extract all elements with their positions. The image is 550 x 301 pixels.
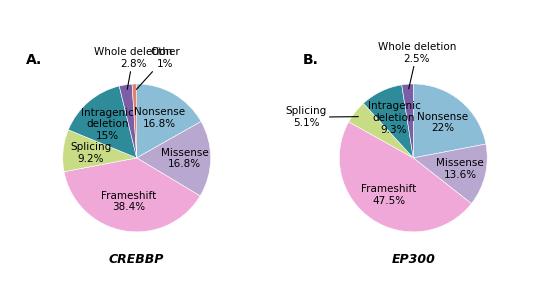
Text: Intragenic
deletion
15%: Intragenic deletion 15% (81, 108, 134, 141)
Text: Splicing
9.2%: Splicing 9.2% (70, 142, 112, 164)
Text: Whole deletion
2.8%: Whole deletion 2.8% (94, 47, 172, 89)
Wedge shape (413, 144, 487, 203)
Text: EP300: EP300 (392, 253, 435, 265)
Text: Nonsense
22%: Nonsense 22% (417, 112, 468, 133)
Wedge shape (64, 158, 200, 232)
Text: Frameshift
38.4%: Frameshift 38.4% (101, 191, 157, 213)
Wedge shape (63, 130, 137, 172)
Wedge shape (132, 84, 137, 158)
Text: Splicing
5.1%: Splicing 5.1% (285, 107, 358, 128)
Text: CREBBP: CREBBP (109, 253, 164, 265)
Wedge shape (413, 84, 486, 158)
Wedge shape (137, 84, 201, 158)
Text: Whole deletion
2.5%: Whole deletion 2.5% (378, 42, 456, 89)
Text: B.: B. (302, 53, 318, 67)
Wedge shape (339, 122, 471, 232)
Wedge shape (137, 122, 211, 196)
Text: Nonsense
16.8%: Nonsense 16.8% (134, 107, 185, 129)
Text: Other
1%: Other 1% (136, 47, 180, 89)
Text: Intragenic
deletion
9.3%: Intragenic deletion 9.3% (367, 101, 420, 135)
Wedge shape (68, 86, 137, 158)
Wedge shape (119, 84, 137, 158)
Text: A.: A. (26, 53, 42, 67)
Wedge shape (349, 103, 413, 158)
Text: Frameshift
47.5%: Frameshift 47.5% (361, 184, 416, 206)
Text: Missense
13.6%: Missense 13.6% (436, 158, 484, 180)
Wedge shape (364, 85, 413, 158)
Wedge shape (402, 84, 413, 158)
Text: Missense
16.8%: Missense 16.8% (161, 148, 208, 169)
